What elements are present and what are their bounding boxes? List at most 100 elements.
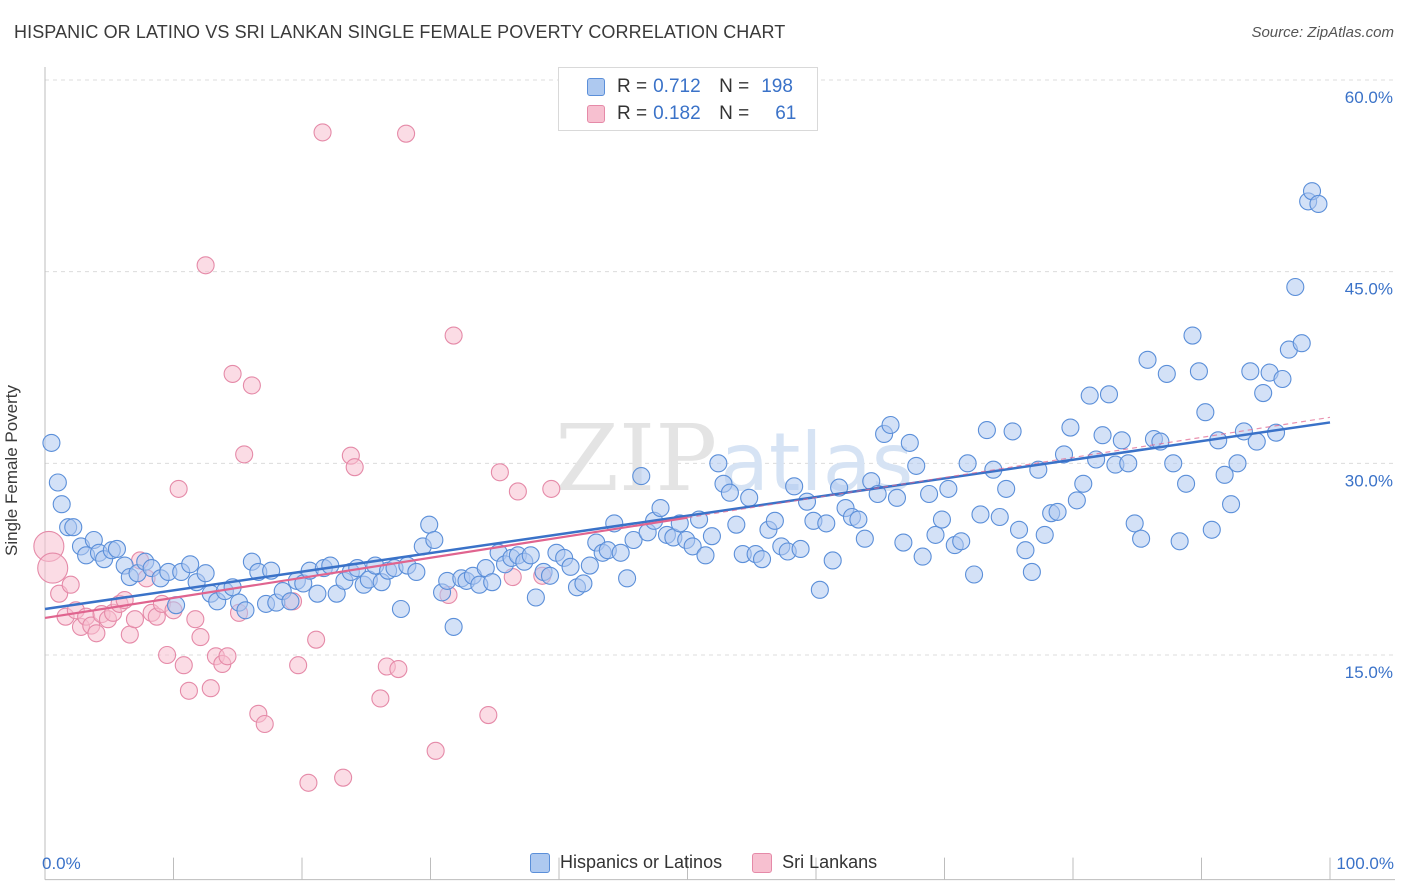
sri-lankan-point — [196, 256, 215, 275]
sri-lankan-point — [61, 575, 80, 594]
hispanic-point — [939, 479, 958, 498]
hispanic-point — [720, 483, 739, 502]
chart-title: HISPANIC OR LATINO VS SRI LANKAN SINGLE … — [14, 22, 786, 42]
hispanic-point — [236, 601, 255, 620]
hispanic-point — [702, 527, 721, 546]
hispanic-point — [618, 569, 637, 588]
hispanics-trend-line — [44, 421, 1331, 611]
sri-lankan-point — [542, 479, 561, 498]
hispanic-point — [997, 479, 1016, 498]
r-value: 0.182 — [653, 103, 701, 124]
hispanic-point — [1035, 525, 1054, 544]
hispanic-point — [308, 584, 327, 603]
series-legend: Hispanics or Latinos Sri Lankans — [530, 852, 907, 873]
hispanic-point — [1067, 491, 1086, 510]
hispanic-point — [1087, 450, 1106, 469]
hispanic-point — [1119, 454, 1138, 473]
source-credit: Source: ZipAtlas.com — [1251, 24, 1394, 41]
sri-lankan-point — [334, 768, 353, 787]
hispanic-point — [823, 551, 842, 570]
hispanic-point — [1228, 454, 1247, 473]
hispanic-point — [1215, 465, 1234, 484]
sri-lankan-point — [389, 660, 408, 679]
n-label: N = — [719, 103, 750, 124]
hispanic-point — [624, 530, 643, 550]
hispanic-point — [181, 555, 200, 574]
hispanic-point — [1196, 403, 1215, 422]
hispanic-point — [1170, 532, 1189, 551]
sri-lankan-point — [313, 123, 332, 142]
hispanic-point — [1222, 495, 1241, 514]
hispanic-point — [1074, 474, 1093, 493]
y-tick-label: 45.0% — [1345, 280, 1393, 299]
hispanic-point — [696, 546, 715, 565]
legend-swatch-pink — [587, 105, 605, 123]
hispanic-point — [887, 488, 907, 507]
hispanic-point — [817, 514, 836, 533]
hispanic-point — [1022, 562, 1041, 581]
sri-lankan-point — [255, 714, 274, 734]
hispanic-point — [913, 547, 932, 566]
sri-lankan-point — [186, 610, 205, 629]
r-label: R = — [617, 76, 648, 97]
hispanic-point — [1125, 514, 1144, 533]
hispanic-point — [797, 492, 817, 511]
sri-lankans-points — [33, 123, 561, 792]
hispanic-point — [48, 473, 67, 492]
sri-lankans-trend-line — [44, 516, 688, 620]
legend-swatch-blue — [530, 852, 550, 873]
watermark-zip: ZIP — [555, 405, 717, 512]
r-value: 0.712 — [653, 76, 701, 97]
hispanic-point — [881, 415, 900, 435]
stats-row-hispanics: R = 0.712 N = 198 — [587, 76, 793, 98]
sri-lankan-point — [179, 681, 198, 700]
hispanic-point — [1157, 364, 1176, 383]
sri-lankan-point — [426, 741, 445, 760]
x-tick-label-min: 0.0% — [42, 854, 81, 873]
hispanic-point — [1286, 277, 1305, 297]
n-label: N = — [719, 76, 750, 97]
stats-legend: R = 0.712 N = 198 R = 0.182 N = 61 — [558, 67, 818, 131]
sri-lankan-point — [37, 552, 69, 584]
hispanic-point — [709, 454, 728, 473]
hispanic-point — [740, 488, 759, 507]
sri-lankans-trend-extension — [687, 416, 1331, 519]
hispanic-point — [281, 592, 300, 611]
hispanic-point — [977, 421, 996, 440]
legend-label-sri-lankans: Sri Lankans — [782, 852, 878, 872]
hispanic-point — [900, 433, 919, 452]
sri-lankan-point — [158, 645, 177, 665]
hispanic-point — [391, 599, 410, 619]
legend-swatch-blue — [587, 78, 605, 96]
n-value: 61 — [775, 103, 797, 124]
sri-lankan-point — [125, 610, 144, 629]
hispanic-point — [632, 467, 651, 486]
sri-lankan-point — [87, 624, 106, 643]
sri-lankan-point — [235, 445, 254, 464]
hispanic-point — [952, 532, 971, 551]
trend-lines — [44, 416, 1331, 620]
y-tick-label: 30.0% — [1345, 471, 1393, 490]
hispanic-point — [107, 539, 127, 558]
legend-item-hispanics[interactable]: Hispanics or Latinos — [530, 852, 722, 873]
legend-item-sri-lankans[interactable]: Sri Lankans — [752, 852, 877, 873]
hispanic-point — [574, 574, 593, 593]
hispanic-point — [971, 505, 990, 524]
axes — [44, 67, 1395, 881]
sri-lankan-point — [444, 326, 463, 345]
sri-lankan-point — [201, 679, 220, 698]
hispanic-point — [932, 510, 951, 529]
hispanic-point — [42, 433, 61, 452]
r-label: R = — [617, 103, 648, 124]
hispanic-point — [1003, 422, 1022, 441]
hispanic-point — [849, 510, 868, 529]
hispanic-point — [810, 580, 829, 599]
hispanic-point — [1241, 362, 1260, 381]
hispanic-point — [791, 539, 810, 558]
hispanic-point — [1254, 384, 1273, 403]
sri-lankan-point — [299, 773, 318, 792]
hispanic-point — [444, 617, 463, 636]
legend-label-hispanics: Hispanics or Latinos — [560, 852, 723, 872]
hispanic-point — [64, 518, 83, 537]
